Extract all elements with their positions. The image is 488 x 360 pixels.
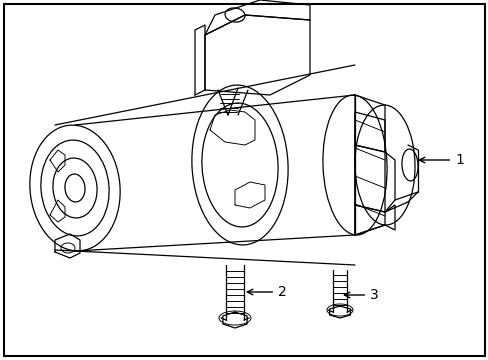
Text: 2: 2: [247, 285, 286, 299]
Text: 1: 1: [419, 153, 463, 167]
Text: 3: 3: [344, 288, 378, 302]
